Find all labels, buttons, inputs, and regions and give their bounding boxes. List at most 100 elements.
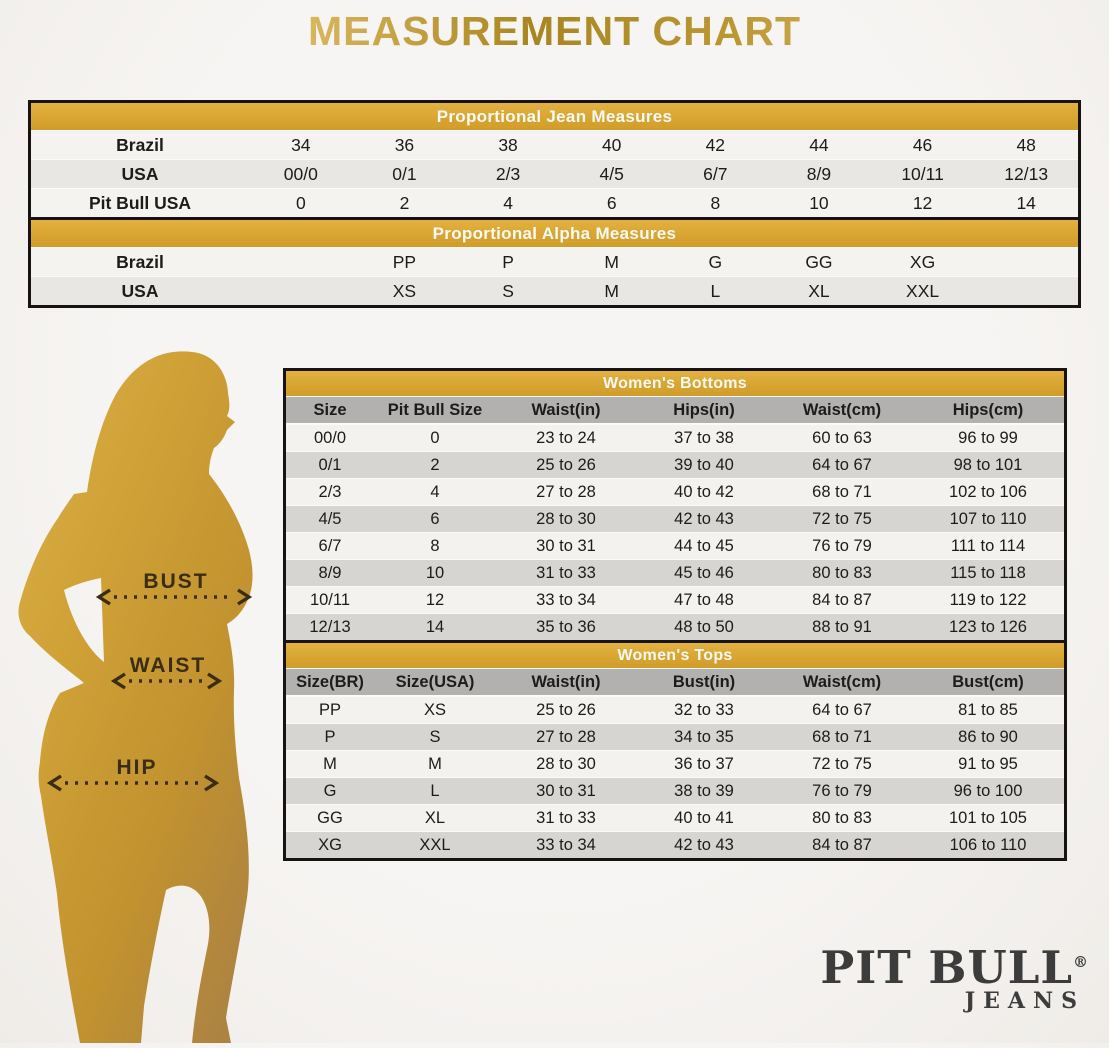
cell-value: 25 to 26 [536, 455, 596, 474]
column-header: Size(BR) [296, 672, 364, 691]
cell-value: 12 [912, 192, 933, 213]
cell-value: 86 to 90 [958, 727, 1018, 746]
cell-value: 0 [430, 428, 440, 447]
cell-value: G [708, 251, 723, 272]
table-row: 12/13 14 35 to 36 48 to 50 88 to 91 123 to 12… [286, 613, 1064, 640]
cell-value: GG [317, 808, 343, 827]
table-row: 2/3 4 27 to 28 40 to 42 68 to 71 102 to 106 [286, 478, 1064, 505]
cell-value: 2 [399, 192, 410, 213]
hip-label: HIP [116, 756, 157, 779]
cell-value: S [429, 727, 441, 746]
cell-value: 00/0 [313, 428, 347, 447]
table-row: Brazil 34 36 38 40 42 44 46 48 [31, 130, 1078, 159]
row-label: Pit Bull USA [88, 192, 192, 213]
table-row: 0/1 2 25 to 26 39 to 40 64 to 67 98 to 101 [286, 451, 1064, 478]
table-row: 8/9 10 31 to 33 45 to 46 80 to 83 115 to 118 [286, 559, 1064, 586]
cell-value: 10 [425, 563, 445, 582]
brand-subtitle: JEANS [964, 988, 1085, 1015]
cell-value: 39 to 40 [674, 455, 734, 474]
table-row: P S 27 to 28 34 to 35 68 to 71 86 to 90 [286, 723, 1064, 750]
cell-value: 23 to 24 [536, 428, 596, 447]
cell-value: 12 [425, 590, 445, 609]
cell-value: 12/13 [1004, 163, 1049, 184]
registered-mark: ® [1073, 953, 1089, 971]
brand-name-line: PIT BULL® [820, 944, 1089, 991]
cell-value: XL [424, 808, 446, 827]
column-header: Hips(in) [673, 400, 735, 419]
cell-value: 44 to 45 [674, 536, 734, 555]
cell-value: XS [423, 700, 446, 719]
bust-label: BUST [143, 570, 208, 593]
table-row: G L 30 to 31 38 to 39 76 to 79 96 to 100 [286, 777, 1064, 804]
cell-value: 107 to 110 [949, 509, 1027, 528]
cell-value: 33 to 34 [536, 590, 596, 609]
column-header: Waist(in) [531, 672, 601, 691]
cell-value: 44 [809, 134, 829, 155]
cell-value: 91 to 95 [958, 754, 1018, 773]
cell-value: 31 to 33 [536, 808, 596, 827]
column-header: Size(USA) [395, 672, 475, 691]
cell-value: 84 to 87 [812, 835, 872, 854]
table-row: Pit Bull USA 0 2 4 6 8 10 12 14 [31, 188, 1078, 217]
cell-value: 34 [291, 134, 311, 155]
cell-value: 6 [606, 192, 617, 213]
column-header: Waist(cm) [802, 672, 882, 691]
jean-measures-title-bar: Proportional Jean Measures [31, 103, 1078, 130]
cell-value: 30 to 31 [536, 781, 596, 800]
cell-value: G [323, 781, 337, 800]
cell-value: 8 [710, 192, 721, 213]
cell-value: 102 to 106 [949, 482, 1027, 501]
cell-value: M [604, 280, 619, 301]
cell-value: 96 to 99 [958, 428, 1018, 447]
cell-value: 42 to 43 [674, 835, 734, 854]
cell-value: 34 to 35 [674, 727, 734, 746]
cell-value: 46 [912, 134, 933, 155]
cell-value: 4 [430, 482, 440, 501]
cell-value: 40 to 42 [674, 482, 734, 501]
cell-value: 42 to 43 [674, 509, 734, 528]
cell-value: 25 to 26 [536, 700, 596, 719]
cell-value: L [710, 280, 721, 301]
cell-value: 47 to 48 [674, 590, 734, 609]
cell-value: S [502, 280, 514, 301]
cell-value: 38 [498, 134, 518, 155]
hip-arrow-right-chevron [204, 774, 220, 792]
womens-bottoms-title-bar: Women's Bottoms [286, 371, 1064, 396]
waist-arrow-left-chevron [110, 672, 126, 690]
cell-value: PP [392, 251, 417, 272]
cell-value: 6/7 [318, 536, 342, 555]
cell-value: 33 to 34 [536, 835, 596, 854]
cell-value: 72 to 75 [812, 509, 872, 528]
cell-value: 96 to 100 [953, 781, 1023, 800]
womens-size-tables: Women's Bottoms Size Pit Bull Size Waist(i… [283, 368, 1067, 861]
table-row: 10/11 12 33 to 34 47 to 48 84 to 87 119 to 12… [286, 586, 1064, 613]
cell-value: 36 to 37 [674, 754, 734, 773]
cell-value: 2 [430, 455, 440, 474]
cell-value: 123 to 126 [949, 617, 1027, 636]
cell-value: 115 to 118 [950, 563, 1026, 582]
table-row: PP XS 25 to 26 32 to 33 64 to 67 81 to 85 [286, 696, 1064, 723]
womens-bottoms-rows: 00/0 0 23 to 24 37 to 38 60 to 63 96 to 99 0/1… [286, 424, 1064, 640]
cell-value: 36 [394, 134, 415, 155]
cell-value: 10/11 [901, 163, 944, 184]
woman-body-shape [18, 351, 253, 1043]
cell-value: XG [318, 835, 342, 854]
woman-silhouette-figure: BUST WAIST HIP [0, 338, 272, 1043]
cell-value: XG [909, 251, 936, 272]
cell-value: 60 to 63 [812, 428, 872, 447]
womens-tops-header-row: Size(BR) Size(USA) Waist(in) Bust(in) Waist(… [286, 668, 1064, 696]
table-row: USA XS S M L XL XXL [31, 276, 1078, 305]
cell-value: 98 to 101 [953, 455, 1023, 474]
cell-value: 6/7 [703, 163, 728, 184]
table-row: 4/5 6 28 to 30 42 to 43 72 to 75 107 to 110 [286, 505, 1064, 532]
cell-value: 30 to 31 [536, 536, 596, 555]
jean-measures-rows: Brazil 34 36 38 40 42 44 46 48 USA 00/0 0/1 2/3 4/5 6/… [31, 130, 1078, 217]
hip-arrow-left-chevron [46, 774, 62, 792]
cell-value: 38 to 39 [674, 781, 734, 800]
brand-name: PIT BULL [820, 941, 1073, 994]
row-label: Brazil [116, 251, 164, 272]
cell-value: 80 to 83 [812, 563, 872, 582]
cell-value: 4/5 [318, 509, 342, 528]
cell-value: 6 [430, 509, 440, 528]
